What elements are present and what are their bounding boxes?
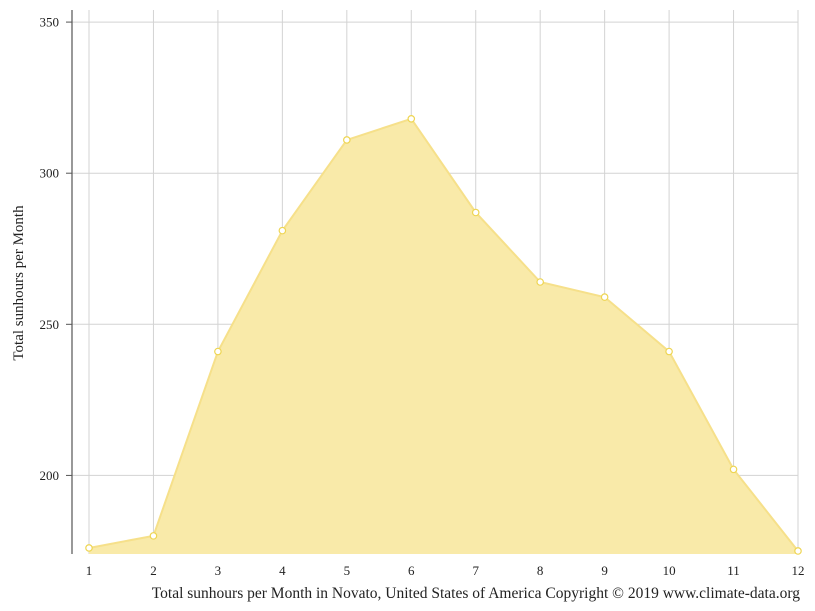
y-tick-labels: 200 250 300 350: [40, 15, 60, 483]
data-point-7: [471, 208, 480, 217]
data-point-5: [343, 136, 351, 144]
data-point-10: [665, 347, 673, 356]
y-tick-label-200: 200: [40, 468, 60, 483]
x-tick-label-2: 2: [150, 563, 157, 578]
y-tick-label-250: 250: [40, 317, 60, 332]
chart-caption: Total sunhours per Month in Novato, Unit…: [152, 585, 800, 602]
x-tick-label-11: 11: [727, 563, 740, 578]
data-point-1: [85, 544, 93, 552]
x-tick-label-1: 1: [86, 563, 93, 578]
series-line: [88, 117, 799, 552]
x-tick-label-10: 10: [663, 563, 676, 578]
x-tick-label-6: 6: [408, 563, 415, 578]
x-tick-label-12: 12: [792, 563, 805, 578]
axes: [66, 10, 73, 554]
data-point-6: [407, 115, 416, 123]
data-point-2: [149, 532, 158, 540]
series-area: [88, 117, 799, 555]
x-tick-label-9: 9: [601, 563, 608, 578]
series-area-fill: [89, 118, 798, 555]
y-axis-title: Total sunhours per Month: [11, 205, 27, 361]
data-point-9: [600, 293, 609, 301]
x-tick-labels: 1 2 3 4 5 6 7 8 9 10 11 12: [86, 563, 805, 578]
x-tick-label-3: 3: [215, 563, 222, 578]
x-tick-label-4: 4: [279, 563, 286, 578]
data-point-3: [214, 347, 222, 356]
y-tick-label-300: 300: [40, 166, 60, 181]
x-tick-label-5: 5: [344, 563, 351, 578]
y-tick-label-350: 350: [40, 15, 60, 30]
data-point-11: [729, 465, 738, 474]
data-points: [85, 115, 802, 555]
x-tick-label-7: 7: [472, 563, 479, 578]
data-point-4: [278, 226, 287, 235]
x-tick-label-8: 8: [537, 563, 544, 578]
data-point-12: [794, 547, 802, 555]
data-point-8: [536, 278, 544, 286]
